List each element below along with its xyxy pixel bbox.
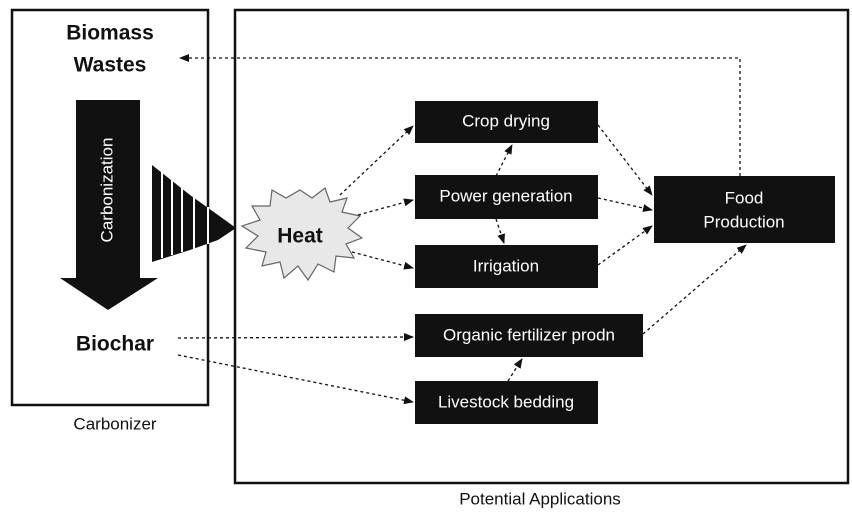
node: Crop drying [415,101,598,143]
result-line: Food [725,188,764,207]
node: Livestock bedding [415,381,598,424]
arrows [177,54,747,405]
node-label: Organic fertilizer prodn [443,325,615,344]
applications-box [233,8,850,485]
funnel [152,165,236,262]
node: Power generation [415,175,598,219]
process-label: Carbonization [97,138,116,243]
heat-burst [240,187,364,282]
result-node: Food Production [654,176,835,243]
result-line: Production [703,212,784,231]
applications-label: Potential Applications [459,489,621,508]
node-label: Irrigation [473,256,539,275]
carbonizer-label: Carbonizer [73,414,156,433]
node-label: Livestock bedding [438,392,574,411]
node-label: Power generation [439,186,572,205]
input-line: Wastes [74,54,147,77]
node-label: Crop drying [462,111,550,130]
heat-label: Heat [277,225,323,248]
carbonization-arrow [60,100,158,310]
node: Organic fertilizer prodn [415,314,643,357]
node: Irrigation [415,245,598,288]
output-label: Biochar [76,333,154,356]
input-line: Biomass [66,22,154,45]
